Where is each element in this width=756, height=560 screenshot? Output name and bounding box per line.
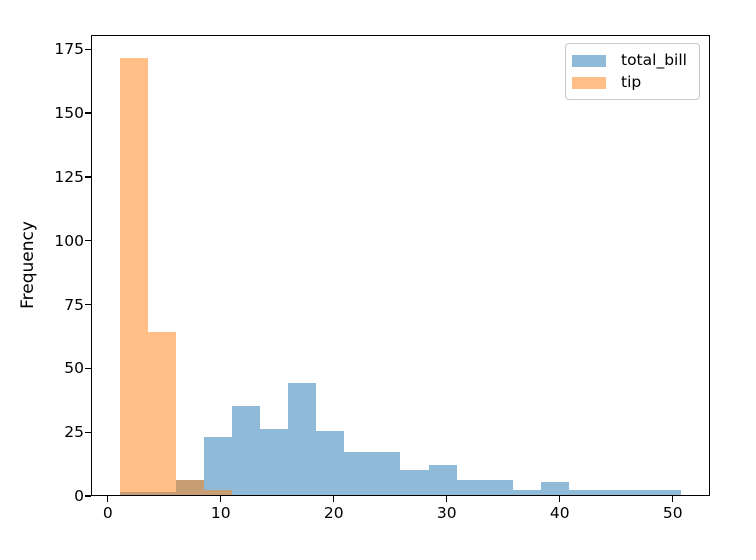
y-tick-label: 150 bbox=[54, 104, 84, 123]
y-tick-label: 25 bbox=[64, 423, 84, 442]
histogram-bars bbox=[92, 36, 709, 495]
plot-area bbox=[91, 35, 710, 496]
y-tick-label: 175 bbox=[54, 40, 84, 59]
x-tick-mark bbox=[672, 496, 674, 502]
histogram-bar-total_bill bbox=[204, 436, 233, 495]
x-tick-mark bbox=[446, 496, 448, 502]
x-tick-mark bbox=[559, 496, 561, 502]
histogram-bar-tip bbox=[204, 489, 233, 495]
histogram-bar-total_bill bbox=[400, 469, 429, 495]
x-tick-label: 30 bbox=[436, 504, 457, 522]
histogram-bar-total_bill bbox=[568, 489, 597, 495]
y-tick-label: 75 bbox=[64, 295, 84, 314]
histogram-bar-tip bbox=[120, 57, 149, 495]
legend-swatch-tip bbox=[572, 76, 606, 89]
histogram-bar-total_bill bbox=[512, 489, 541, 495]
x-tick-label: 20 bbox=[323, 504, 344, 522]
histogram-bar-total_bill bbox=[596, 489, 625, 495]
histogram-bar-total_bill bbox=[624, 489, 653, 495]
y-tick-mark bbox=[85, 303, 91, 306]
x-tick-mark bbox=[333, 496, 335, 502]
y-tick-mark bbox=[85, 495, 91, 497]
y-tick-mark bbox=[85, 48, 91, 50]
legend: total_bill tip bbox=[565, 43, 700, 100]
histogram-bar-total_bill bbox=[288, 383, 317, 495]
x-tick-label: 40 bbox=[549, 504, 570, 522]
legend-swatch-total-bill bbox=[572, 54, 606, 67]
histogram-bar-total_bill bbox=[344, 451, 373, 495]
y-tick-mark bbox=[85, 176, 91, 178]
histogram-bar-total_bill bbox=[428, 464, 457, 495]
y-tick-mark bbox=[85, 240, 91, 242]
histogram-bar-total_bill bbox=[372, 451, 401, 495]
x-tick-label: 10 bbox=[210, 504, 231, 522]
histogram-bar-total_bill bbox=[540, 482, 569, 495]
x-tick-label: 0 bbox=[102, 504, 113, 522]
legend-label-total-bill: total_bill bbox=[621, 51, 687, 69]
y-tick-label: 125 bbox=[54, 167, 84, 186]
y-tick-label: 100 bbox=[54, 231, 84, 250]
x-tick-label: 50 bbox=[662, 504, 683, 522]
legend-row-tip: tip bbox=[572, 74, 691, 91]
x-tick-mark bbox=[107, 496, 109, 502]
legend-label-tip: tip bbox=[621, 73, 642, 91]
histogram-bar-total_bill bbox=[316, 431, 345, 495]
histogram-bar-total_bill bbox=[260, 428, 289, 495]
y-tick-mark bbox=[85, 112, 91, 114]
y-tick-label: 50 bbox=[64, 359, 84, 378]
histogram-bar-total_bill bbox=[484, 479, 513, 495]
histogram-bar-total_bill bbox=[232, 406, 261, 495]
x-tick-mark bbox=[220, 496, 222, 502]
histogram-bar-total_bill bbox=[652, 489, 681, 495]
histogram-bar-tip bbox=[176, 479, 205, 495]
legend-row-total-bill: total_bill bbox=[572, 52, 691, 69]
y-tick-mark bbox=[85, 431, 91, 433]
y-tick-mark bbox=[85, 367, 91, 370]
histogram-bar-total_bill bbox=[456, 479, 485, 495]
y-tick-label: 0 bbox=[74, 487, 84, 505]
histogram-bar-tip bbox=[148, 332, 177, 495]
